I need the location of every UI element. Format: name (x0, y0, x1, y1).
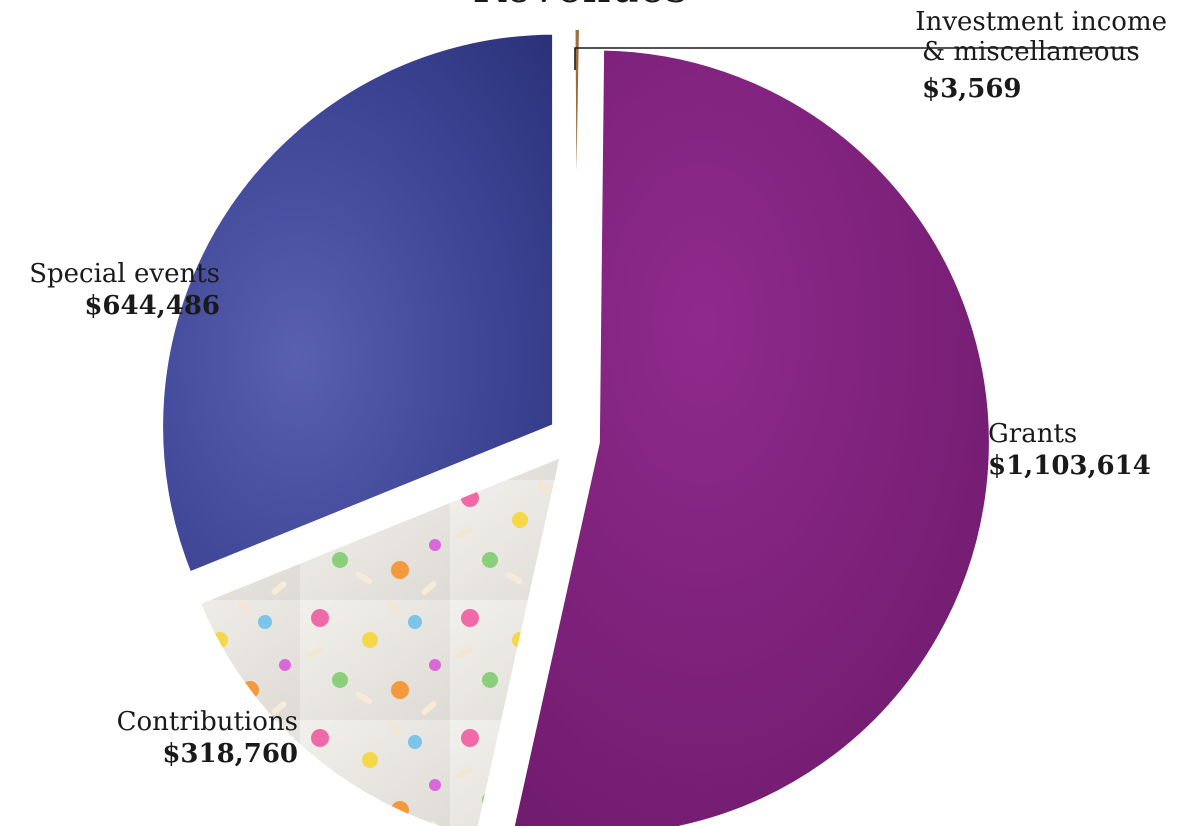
pie-slice-special-events (157, 28, 559, 579)
slice-value-investment-income: $3,569 (922, 74, 1022, 104)
pie-slice-investment-income (569, 24, 586, 423)
slice-value-grants: $1,103,614 (988, 451, 1151, 481)
pie-slice-grants (508, 44, 995, 826)
slice-label-contributions: Contributions (117, 707, 298, 737)
slice-value-special-events: $644,486 (84, 291, 220, 321)
slice-label-special-events: Special events (29, 259, 220, 289)
slice-value-contributions: $318,760 (162, 739, 298, 769)
leader-line-investment-income (574, 47, 1137, 70)
slice-label-investment-income-line-1: Investment income (915, 7, 1167, 37)
slice-labels: Investment income& miscellaneous $3,569 Gr… (29, 7, 1167, 769)
pie-slices (157, 24, 995, 826)
slice-label-investment-income-line-2: & miscellaneous (922, 37, 1140, 67)
slice-label-grants: Grants (988, 419, 1077, 449)
chart-title: Revenues (472, 0, 687, 13)
pie-slice-contributions (193, 448, 568, 826)
